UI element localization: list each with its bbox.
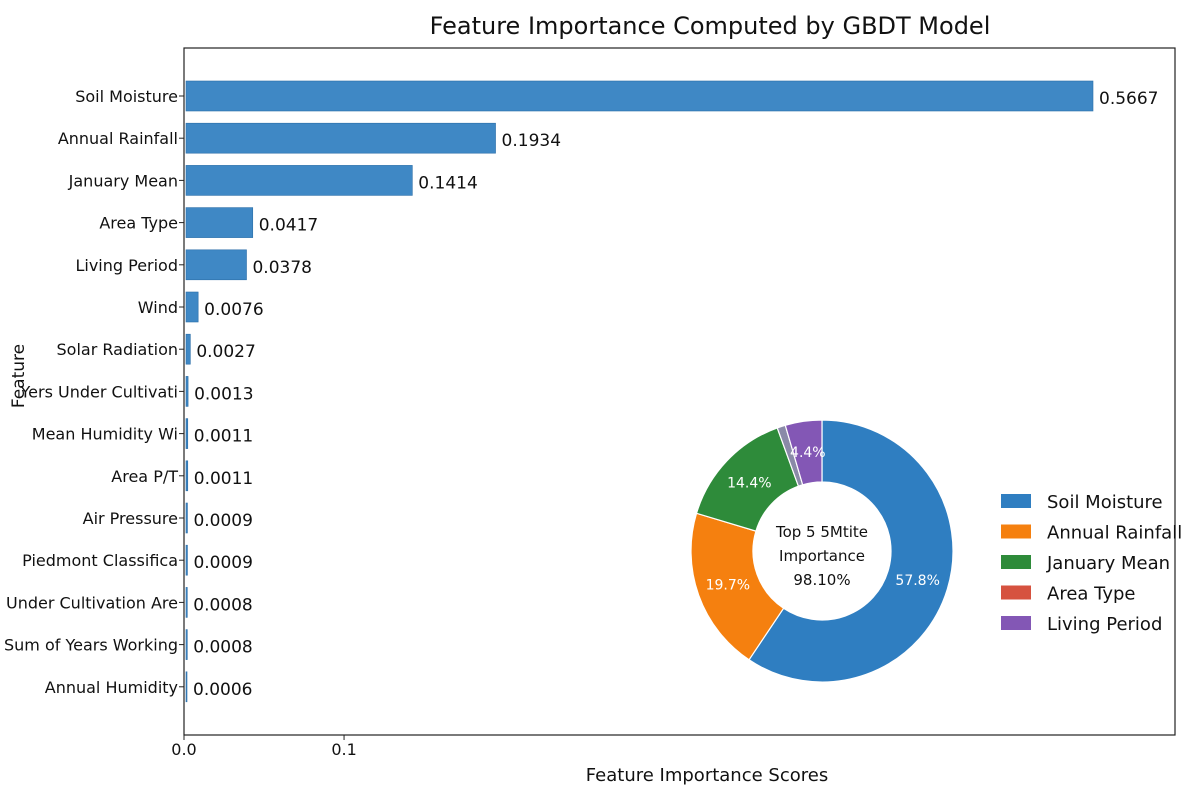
legend-label: Annual Rainfall — [1047, 523, 1182, 544]
bar-value-label: 0.5667 — [1099, 89, 1158, 109]
y-tick-label: Wind — [138, 298, 178, 317]
bar-value-label: 0.0008 — [193, 638, 252, 658]
bar-value-label: 0.0008 — [193, 595, 252, 615]
bar-annual-rainfall — [185, 122, 496, 154]
legend-swatch-january-mean — [1001, 555, 1031, 569]
legend-label: Soil Moisture — [1047, 492, 1163, 513]
donut-slice-annual-rainfall — [690, 512, 785, 661]
bar-solar-radiation — [185, 333, 191, 365]
x-tick-label: 0.1 — [331, 740, 356, 759]
donut-center-text: Importance — [779, 547, 865, 565]
donut-slice-label: 4.4% — [790, 445, 826, 461]
bar-value-label: 0.0009 — [193, 511, 252, 531]
bar-area-p-t — [185, 460, 189, 492]
y-tick-label: Area P/T — [111, 467, 178, 486]
y-tick-label: Living Period — [75, 256, 178, 275]
bar-value-label: 0.0417 — [259, 216, 318, 236]
legend-swatch-soil-moisture — [1001, 494, 1031, 508]
legend-swatch-living-period — [1001, 616, 1031, 630]
bar-mean-humidity-wi — [185, 418, 189, 449]
bar-annual-humidity — [185, 671, 188, 703]
y-tick-label: Sum of Years Working — [4, 636, 178, 655]
x-axis: 0.0 0.1 — [171, 735, 357, 759]
bar-soil-moisture — [185, 80, 1094, 112]
bar-value-label: 0.0013 — [194, 384, 253, 404]
donut-slice-label: 14.4% — [727, 475, 771, 491]
bar-value-label: 0.1414 — [418, 173, 477, 193]
legend-label: Area Type — [1047, 584, 1136, 605]
bar-january-mean — [185, 165, 413, 196]
bar-value-label: 0.0011 — [194, 469, 253, 489]
y-tick-label: Annual Rainfall — [58, 129, 178, 148]
bar-piedmont-classifica — [185, 544, 188, 576]
donut-slice-soil-moisture — [748, 419, 954, 683]
legend-swatch-area-type — [1001, 585, 1031, 600]
bars-layer: Soil Moisture 0.5667 Annual Rainfall 0.1934… — [4, 80, 1158, 703]
donut-center-text: Top 5 5Mtite — [775, 523, 868, 541]
bar-wind — [185, 291, 199, 323]
bar-value-label: 0.0378 — [252, 258, 311, 278]
legend-label: Living Period — [1047, 614, 1162, 635]
bar-value-label: 0.0006 — [193, 680, 252, 700]
y-tick-label: Yers Under Cultivati — [20, 382, 178, 401]
legend-label: January Mean — [1046, 553, 1170, 574]
donut-slice-label: 19.7% — [706, 578, 750, 594]
y-tick-label: Under Cultivation Are — [6, 593, 178, 612]
bar-air-pressure — [185, 502, 188, 534]
x-axis-label: Feature Importance Scores — [586, 765, 828, 786]
legend-swatch-annual-rainfall — [1001, 524, 1031, 539]
y-tick-label: Soil Moisture — [75, 87, 178, 106]
bar-yers-under-cultivati — [185, 376, 189, 407]
donut-center-text: 98.10% — [793, 571, 850, 589]
y-tick-label: Annual Humidity — [45, 678, 178, 697]
bar-value-label: 0.0076 — [204, 300, 263, 320]
bar-value-label: 0.0027 — [196, 342, 255, 362]
donut-chart: 57.8% 19.7% 14.4% 4.4% Top 5 5Mtite Importanc… — [690, 419, 954, 683]
y-tick-label: January Mean — [68, 171, 178, 190]
y-tick-label: Area Type — [99, 214, 178, 233]
bar-living-period — [185, 249, 247, 281]
x-tick-label: 0.0 — [171, 740, 196, 759]
donut-slice-label: 57.8% — [895, 573, 939, 589]
y-tick-label: Air Pressure — [83, 509, 178, 528]
bar-value-label: 0.0009 — [193, 553, 252, 573]
y-tick-label: Mean Humidity Wi — [32, 425, 178, 444]
bar-value-label: 0.0011 — [194, 427, 253, 447]
y-axis-label: Feature — [9, 344, 29, 408]
donut-legend: Soil Moisture Annual Rainfall January Mean… — [1001, 492, 1182, 635]
bar-sum-of-years-working — [185, 629, 188, 660]
chart-title: Feature Importance Computed by GBDT Mode… — [430, 12, 991, 40]
y-tick-label: Piedmont Classifica — [22, 551, 178, 570]
bar-area-type — [185, 207, 254, 238]
bar-under-cultivation-are — [185, 587, 188, 618]
donut-slice-living-period — [784, 419, 823, 486]
bar-value-label: 0.1934 — [502, 131, 561, 151]
y-tick-label: Solar Radiation — [57, 340, 178, 359]
